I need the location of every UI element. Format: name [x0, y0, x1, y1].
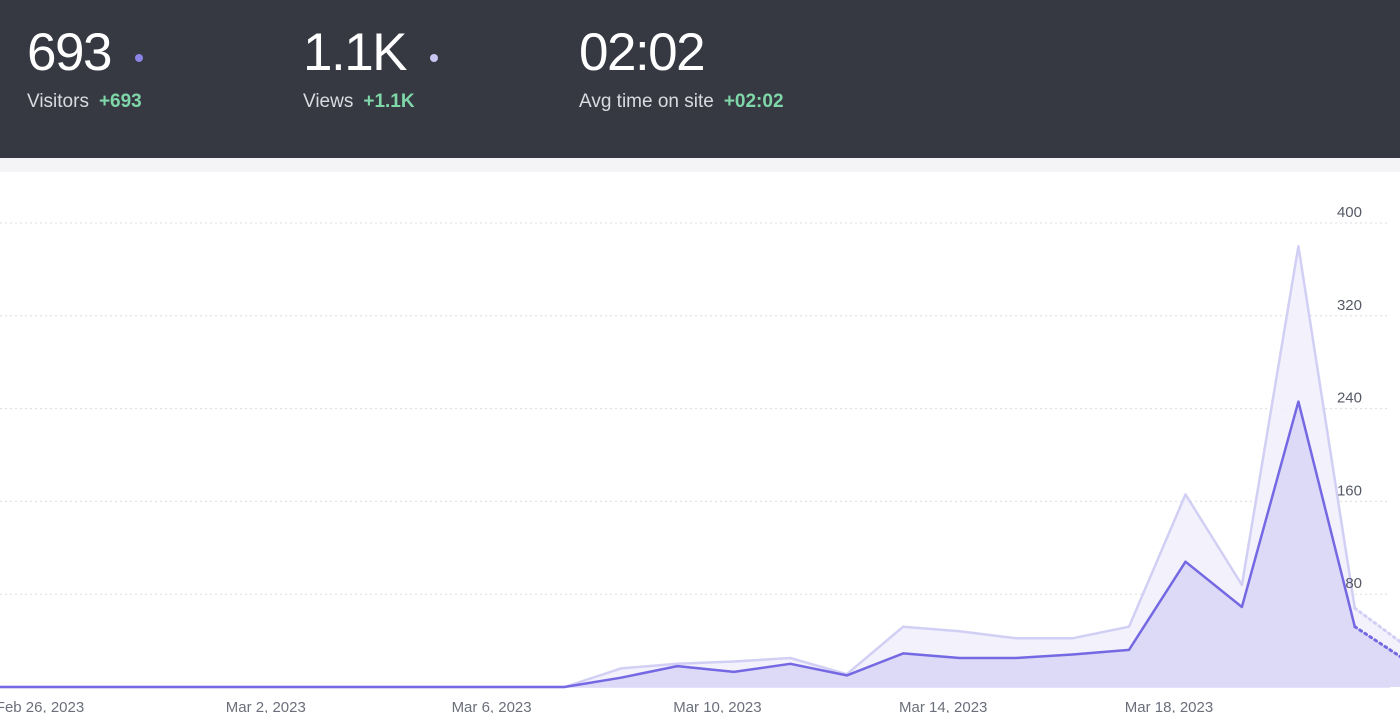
x-tick-label: Mar 18, 2023 — [1125, 699, 1213, 713]
metric-visitors[interactable]: 693 Visitors +693 — [27, 22, 143, 114]
y-tick-label: 80 — [1345, 575, 1362, 592]
metric-delta: +1.1K — [363, 91, 415, 112]
metric-delta: +02:02 — [723, 91, 784, 112]
x-tick-label: Mar 2, 2023 — [226, 699, 306, 713]
metric-value: 1.1K — [303, 23, 408, 82]
chart-areas — [0, 246, 1400, 687]
metric-avg-time[interactable]: 02:02 Avg time on site +02:02 — [579, 22, 784, 114]
y-tick-label: 400 — [1337, 204, 1362, 221]
metric-value: 02:02 — [579, 23, 706, 82]
chart-lines — [0, 244, 1400, 689]
metric-delta: +693 — [98, 91, 142, 112]
metric-value: 693 — [27, 23, 112, 82]
visitors-area — [0, 401, 1400, 687]
series-dot-icon — [134, 54, 143, 62]
series-dot-icon — [430, 54, 439, 62]
metric-label: Avg time on site — [579, 91, 714, 112]
metric-views[interactable]: 1.1K Views +1.1K — [303, 22, 439, 114]
traffic-chart[interactable]: 80 160 240 320 400 Feb 26, 2023 Mar 2, 2023 Ma… — [0, 172, 1400, 713]
header-divider — [0, 158, 1400, 172]
x-axis: Feb 26, 2023 Mar 2, 2023 Mar 6, 2023 Mar 10… — [0, 699, 1213, 713]
y-tick-label: 240 — [1337, 390, 1362, 407]
y-axis: 80 160 240 320 400 — [1337, 204, 1362, 592]
y-tick-label: 160 — [1337, 482, 1362, 499]
y-tick-label: 320 — [1337, 297, 1362, 314]
metric-label: Views — [303, 91, 354, 112]
visitors-projection-line — [1353, 625, 1400, 659]
stats-header: 693 Visitors +693 1.1K Views +1.1K 02:02 A… — [0, 0, 1400, 158]
x-tick-label: Mar 6, 2023 — [452, 699, 532, 713]
x-tick-label: Mar 10, 2023 — [673, 699, 761, 713]
metric-label: Visitors — [27, 91, 89, 112]
views-projection-line — [1353, 606, 1400, 644]
visitors-line — [0, 400, 1357, 689]
x-tick-label: Feb 26, 2023 — [0, 699, 84, 713]
x-tick-label: Mar 14, 2023 — [899, 699, 987, 713]
